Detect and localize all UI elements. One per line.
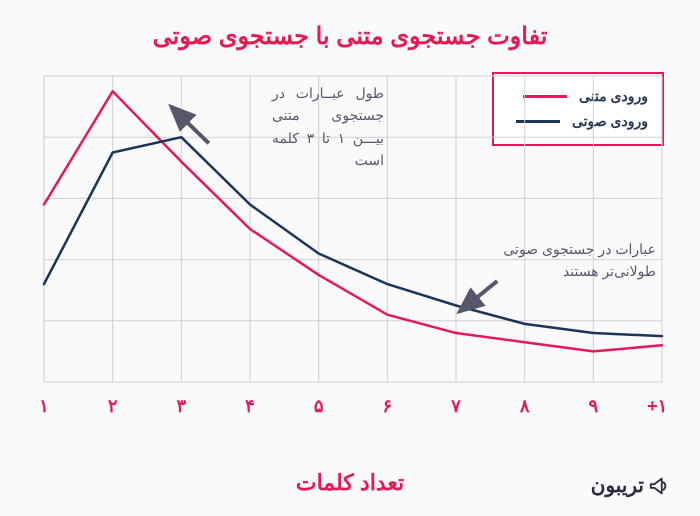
svg-text:۷: ۷ [450, 396, 461, 416]
annotation-voice-search: عبارات در جستجوی صوتی طولانی‌تر هستند [496, 238, 656, 283]
svg-text:۴: ۴ [245, 396, 255, 416]
brand-logo: تریبون [591, 473, 670, 498]
svg-text:۳: ۳ [176, 396, 186, 416]
svg-text:۵: ۵ [314, 396, 324, 416]
svg-text:۹: ۹ [588, 396, 598, 416]
svg-text:۶: ۶ [382, 396, 392, 416]
svg-text:۱: ۱ [39, 396, 49, 416]
svg-text:۸: ۸ [519, 396, 530, 416]
annotation-text-search: طول عبــارات در جستجوی متنی بیـــن ۱ تا … [272, 82, 384, 172]
svg-text:۱۰+: ۱۰+ [647, 396, 668, 416]
brand-text: تریبون [591, 473, 644, 498]
svg-text:۲: ۲ [108, 396, 118, 416]
megaphone-icon [648, 475, 670, 497]
chart-title: تفاوت جستجوی متنی با جستجوی صوتی [0, 0, 700, 59]
